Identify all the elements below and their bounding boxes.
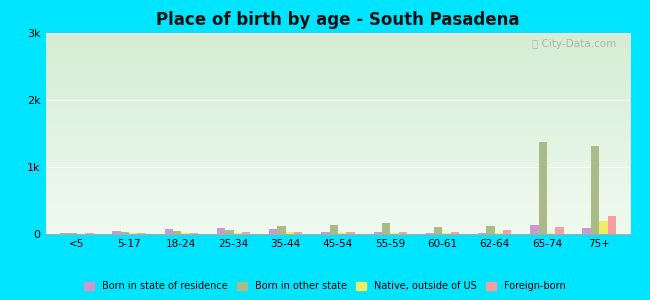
Bar xyxy=(85,233,94,234)
Bar xyxy=(495,233,503,234)
Bar xyxy=(121,232,129,234)
Bar xyxy=(608,216,616,234)
Bar xyxy=(286,232,294,234)
Bar xyxy=(294,232,302,234)
Bar xyxy=(112,231,121,234)
Bar xyxy=(338,233,346,234)
Bar xyxy=(173,231,181,234)
Bar xyxy=(321,232,330,234)
Bar xyxy=(547,233,555,234)
Bar xyxy=(190,233,198,234)
Bar xyxy=(137,233,146,234)
Bar xyxy=(382,223,390,234)
Bar xyxy=(555,226,564,234)
Bar xyxy=(233,233,242,234)
Bar xyxy=(426,233,434,234)
Bar xyxy=(225,230,233,234)
Bar xyxy=(539,142,547,234)
Title: Place of birth by age - South Pasadena: Place of birth by age - South Pasadena xyxy=(156,11,520,29)
Bar xyxy=(278,226,286,234)
Bar xyxy=(478,233,486,234)
Bar xyxy=(346,232,355,234)
Bar xyxy=(451,232,459,234)
Bar xyxy=(503,230,512,234)
Bar xyxy=(582,228,591,234)
Bar xyxy=(269,229,278,234)
Bar xyxy=(164,229,173,234)
Bar xyxy=(443,233,451,234)
Text: ⓘ City-Data.com: ⓘ City-Data.com xyxy=(532,39,616,49)
Bar xyxy=(60,233,68,234)
Bar xyxy=(330,225,338,234)
Bar xyxy=(398,232,407,234)
Bar xyxy=(217,228,225,234)
Legend: Born in state of residence, Born in other state, Native, outside of US, Foreign-: Born in state of residence, Born in othe… xyxy=(81,278,569,295)
Bar xyxy=(129,233,137,234)
Bar xyxy=(591,146,599,234)
Bar xyxy=(374,232,382,234)
Bar xyxy=(181,233,190,234)
Bar xyxy=(68,233,77,234)
Bar xyxy=(599,221,608,234)
Bar xyxy=(434,227,443,234)
Bar xyxy=(486,226,495,234)
Bar xyxy=(530,225,539,234)
Bar xyxy=(242,232,250,234)
Bar xyxy=(390,233,398,234)
